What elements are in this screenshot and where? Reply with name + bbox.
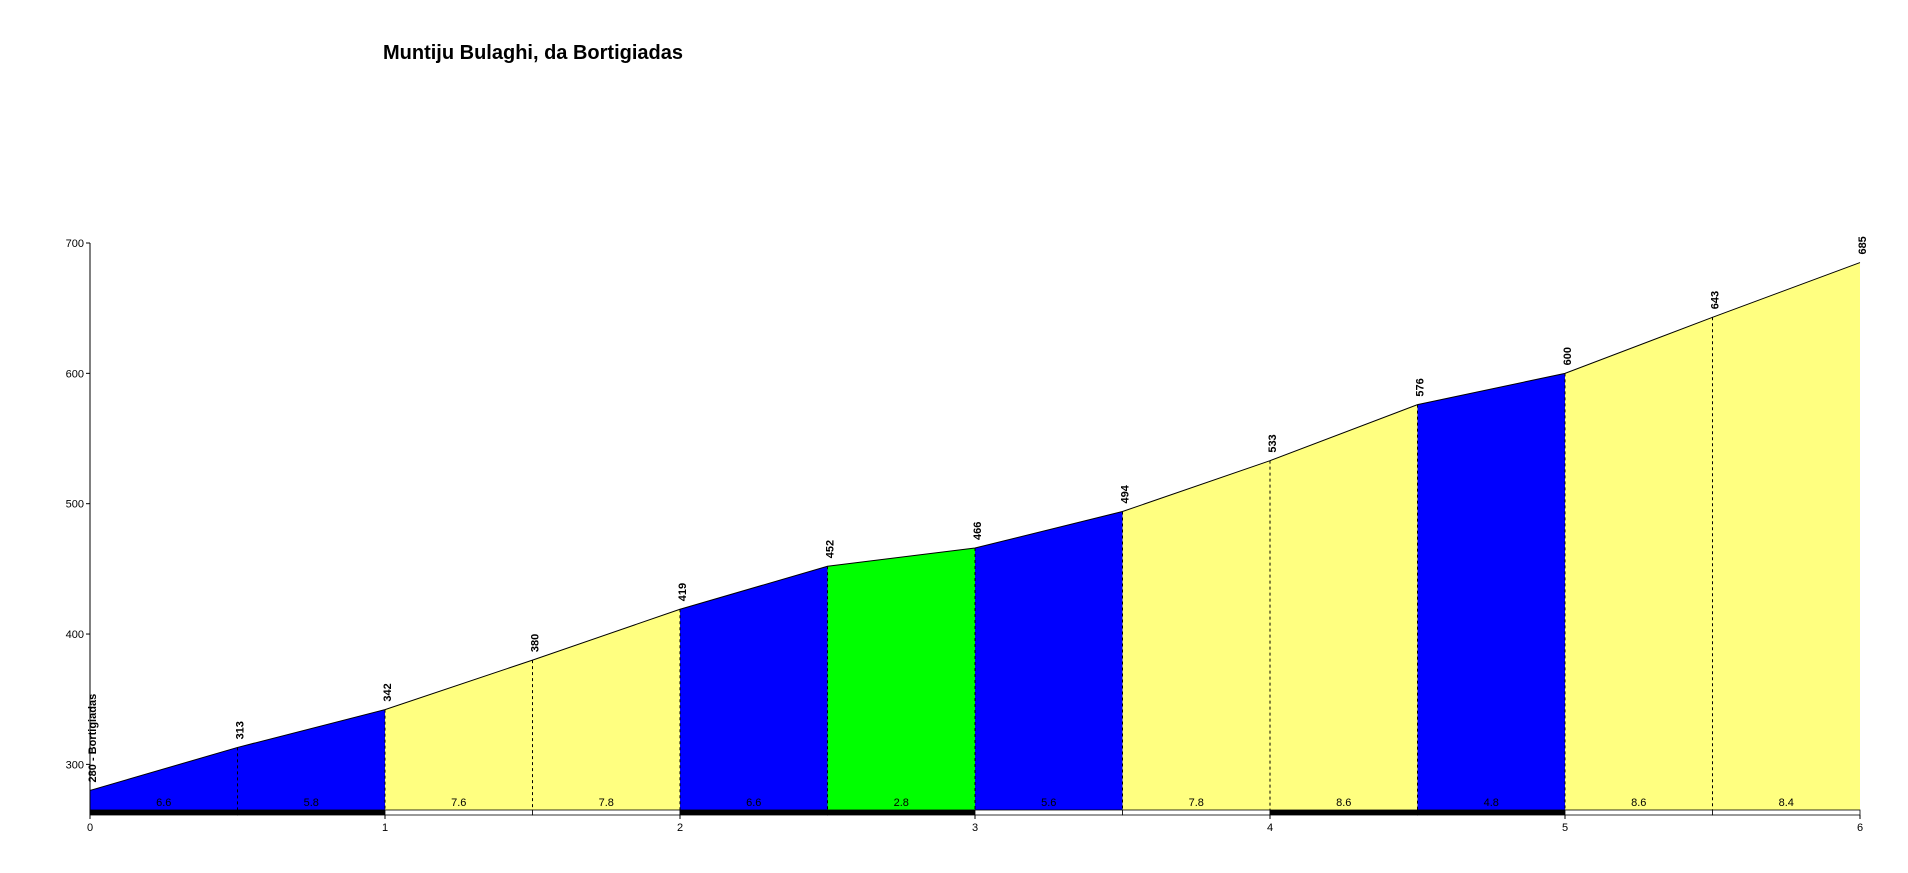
- gradient-label-9: 8.6: [1336, 797, 1351, 809]
- elevation-label-11: 600: [1562, 347, 1574, 365]
- segment-area-7: [975, 511, 1123, 810]
- elevation-label-6: 452: [825, 540, 837, 558]
- profile-line: [89, 262, 1861, 791]
- gradient-label-3: 7.6: [451, 797, 466, 809]
- segment-area-9: [1270, 404, 1418, 810]
- segment-area-11: [1565, 317, 1713, 810]
- elevation-label-13: 685: [1857, 236, 1869, 254]
- y-tick-label-500: 500: [66, 499, 84, 511]
- x-tick-label-1: 1: [382, 822, 388, 834]
- elevation-label-2: 313: [235, 721, 247, 739]
- x-tick-label-0: 0: [87, 822, 93, 834]
- gradient-bar-9: [1269, 809, 1418, 816]
- y-tick-label-400: 400: [66, 629, 84, 641]
- y-tick-label-700: 700: [66, 238, 84, 250]
- segment-area-3: [385, 660, 533, 810]
- elevation-label-1: 280 - Bortigiadas: [87, 694, 99, 783]
- elevation-labels: 280 - Bortigiadas 313 342 380 419 452 466 494 53…: [87, 236, 1869, 782]
- gradient-label-5: 6.6: [746, 797, 761, 809]
- gradient-label-4: 7.8: [599, 797, 614, 809]
- gradient-bar-2: [237, 809, 386, 816]
- elevation-label-9: 533: [1267, 434, 1279, 452]
- y-tick-label-300: 300: [66, 759, 84, 771]
- axes: 300 400 500 600 700 0 1 2 3 4 5 6: [66, 238, 1863, 834]
- gradient-label-8: 7.8: [1189, 797, 1204, 809]
- gradient-bar-11: [1564, 809, 1713, 816]
- gradient-bar-3: [384, 809, 533, 816]
- gradient-label-7: 5.6: [1041, 797, 1056, 809]
- segment-area-12: [1712, 262, 1860, 810]
- gradient-bar-5: [679, 809, 828, 816]
- x-tick-label-2: 2: [677, 822, 683, 834]
- gradient-bar-7: [974, 809, 1123, 816]
- segment-area-6: [827, 548, 975, 810]
- x-tick-label-6: 6: [1857, 822, 1863, 834]
- gradient-label-11: 8.6: [1631, 797, 1646, 809]
- elevation-label-8: 494: [1120, 484, 1132, 503]
- elevation-label-3: 342: [382, 683, 394, 701]
- segment-dividers: [237, 317, 1713, 810]
- elevation-label-4: 380: [530, 634, 542, 652]
- gradient-label-10: 4.8: [1484, 797, 1499, 809]
- gradient-label-6: 2.8: [894, 797, 909, 809]
- elevation-label-7: 466: [972, 522, 984, 540]
- elevation-label-5: 419: [677, 583, 689, 601]
- x-tick-label-4: 4: [1267, 822, 1273, 834]
- segment-area-2: [237, 709, 385, 810]
- gradient-label-2: 5.8: [304, 797, 319, 809]
- gradient-bar-12: [1712, 809, 1861, 816]
- gradient-bars: 6.6 5.8 7.6 7.8 6.6 2.8 5.6 7.8 8.6 4.8 8.6 8.4: [89, 797, 1861, 816]
- gradient-label-1: 6.6: [156, 797, 171, 809]
- y-tick-label-600: 600: [66, 368, 84, 380]
- elevation-label-10: 576: [1415, 378, 1427, 396]
- gradient-label-12: 8.4: [1779, 797, 1794, 809]
- chart-title: Muntiju Bulaghi, da Bortigiadas: [383, 42, 683, 64]
- gradient-bar-6: [827, 809, 976, 816]
- segment-area-8: [1122, 460, 1270, 810]
- segment-area-5: [680, 566, 828, 810]
- gradient-bar-8: [1122, 809, 1271, 816]
- x-tick-label-3: 3: [972, 822, 978, 834]
- profile-outline: [89, 262, 1861, 791]
- gradient-bar-4: [532, 809, 681, 816]
- profile-areas: [90, 262, 1860, 810]
- gradient-bar-10: [1417, 809, 1566, 816]
- segment-area-4: [532, 609, 680, 810]
- gradient-bar-1: [89, 809, 238, 816]
- elevation-label-12: 643: [1710, 291, 1722, 309]
- x-tick-label-5: 5: [1562, 822, 1568, 834]
- segment-area-1: [90, 747, 238, 810]
- segment-area-10: [1417, 373, 1565, 810]
